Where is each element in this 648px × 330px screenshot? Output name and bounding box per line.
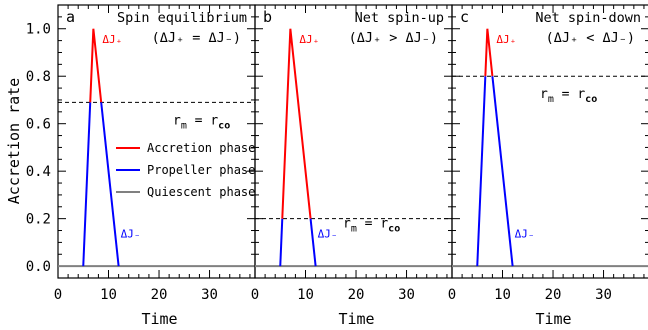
panel-letter: c [460, 8, 469, 26]
delta-j-plus-label: ΔJ₊ [299, 33, 319, 46]
y-tick-label: 0.2 [26, 212, 51, 228]
threshold-label-sub-co: co [218, 120, 230, 131]
x-axis-label: Time [141, 310, 177, 328]
panel-frame [451, 4, 648, 279]
legend-label: Accretion phase [147, 141, 255, 155]
accretion-peak [281, 28, 312, 219]
y-tick-label: 0.4 [26, 164, 51, 180]
y-tick-label: 0.0 [26, 259, 51, 275]
threshold-label-r: r [540, 87, 548, 102]
x-axis-label: Time [535, 310, 571, 328]
threshold-label-sub-m: m [181, 120, 187, 131]
threshold-label-sub-co: co [585, 94, 597, 105]
panel-title: Net spin-down [535, 10, 641, 26]
legend-label: Propeller phase [147, 163, 255, 177]
panel-letter: a [66, 8, 75, 26]
threshold-label-eq: = r [357, 217, 388, 232]
propeller-rise [82, 102, 92, 267]
panel-letter: b [263, 8, 272, 26]
delta-j-plus-label: ΔJ₊ [102, 33, 122, 46]
x-tick-label: 30 [201, 287, 218, 303]
panel-condition: (ΔJ₊ < ΔJ₋) [546, 30, 635, 46]
propeller-fall [491, 76, 514, 267]
threshold-label: rm = rco [173, 113, 230, 131]
threshold-label-sub-m: m [548, 94, 554, 105]
x-tick-label: 10 [100, 287, 117, 303]
panel-a: 0 10 20 30 0.0 0.2 0.4 0.6 0.8 1.0 Time rm = rco ΔJ₊… [26, 4, 256, 328]
y-axis-label: Accretion rate [5, 78, 23, 204]
x-tick-label: 10 [297, 287, 314, 303]
panel-title: Spin equilibrium [117, 10, 247, 26]
panel-b: 0 10 20 30 Time rm = rco ΔJ₊ ΔJ₋ b Net spin-up (ΔJ… [251, 4, 453, 328]
threshold-label-sub-co: co [388, 224, 400, 235]
threshold-label-r: r [173, 113, 181, 128]
accretion-peak [484, 28, 494, 77]
x-tick-label: 0 [448, 287, 456, 303]
threshold-label-eq: = r [187, 113, 218, 128]
delta-j-plus-label: ΔJ₊ [496, 33, 516, 46]
x-tick-label: 20 [348, 287, 365, 303]
x-axis-label: Time [338, 310, 374, 328]
y-tick-label: 0.8 [26, 69, 51, 85]
propeller-fall [309, 218, 317, 267]
panel-c: 0 10 20 30 Time rm = rco ΔJ₊ ΔJ₋ c Net spin-down (… [448, 4, 648, 328]
legend: Accretion phase Propeller phase Quiescent … [116, 141, 255, 199]
x-tick-label: 0 [54, 287, 62, 303]
delta-j-minus-label: ΔJ₋ [515, 228, 535, 241]
delta-j-minus-label: ΔJ₋ [318, 228, 338, 241]
legend-label: Quiescent phase [147, 185, 255, 199]
panel-condition: (ΔJ₊ > ΔJ₋) [349, 30, 438, 46]
x-tick-label: 0 [251, 287, 259, 303]
panel-title: Net spin-up [355, 10, 444, 26]
y-tick-label: 1.0 [26, 22, 51, 38]
threshold-label: rm = rco [343, 217, 400, 235]
delta-j-minus-label: ΔJ₋ [121, 228, 141, 241]
propeller-rise [476, 76, 487, 267]
x-tick-label: 10 [494, 287, 511, 303]
threshold-label-sub-m: m [351, 224, 357, 235]
y-tick-label: 0.6 [26, 117, 51, 133]
threshold-label-r: r [343, 217, 351, 232]
x-tick-label: 30 [398, 287, 415, 303]
propeller-rise [279, 218, 284, 267]
threshold-label: rm = rco [540, 87, 597, 105]
x-tick-label: 20 [545, 287, 562, 303]
accretion-peak [89, 28, 103, 103]
propeller-fall [100, 102, 120, 267]
threshold-label-eq: = r [554, 87, 585, 102]
panel-condition: (ΔJ₊ = ΔJ₋) [152, 30, 241, 46]
x-tick-label: 20 [151, 287, 168, 303]
x-tick-label: 30 [595, 287, 612, 303]
